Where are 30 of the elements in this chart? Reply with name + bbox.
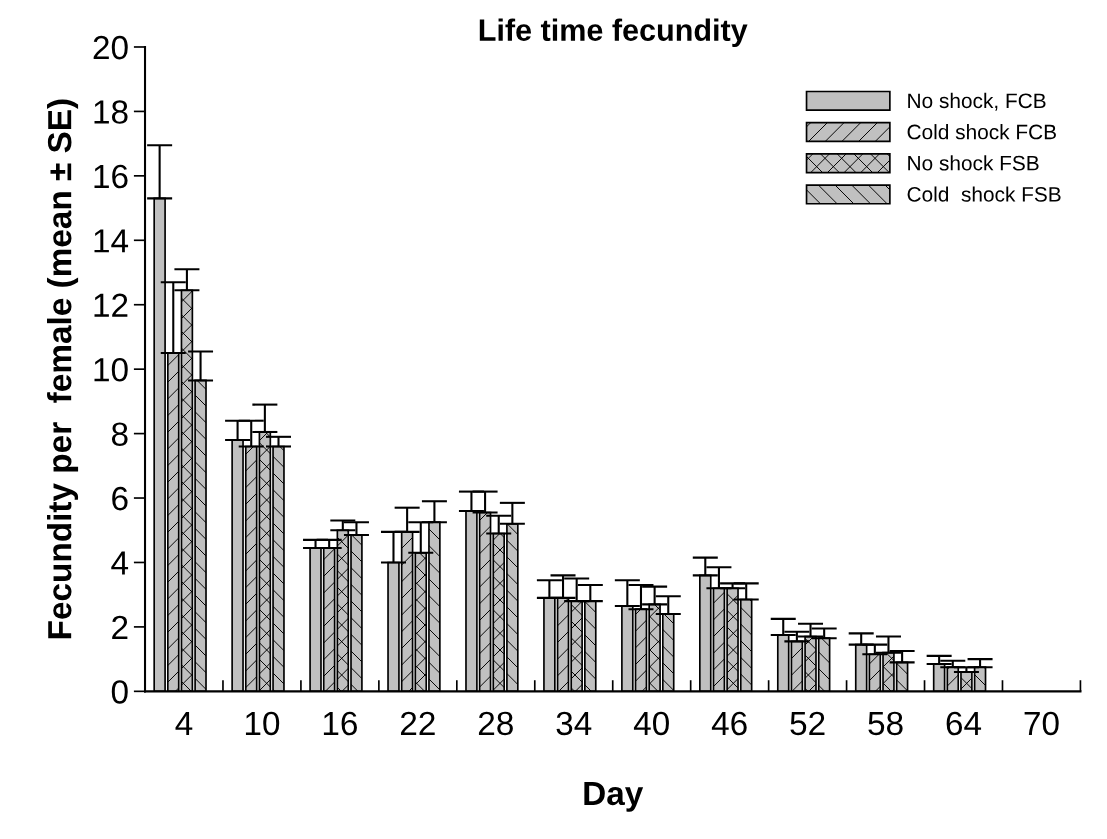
- y-tick-label: 16: [94, 164, 128, 189]
- chart-title: Life time fecundity: [479, 18, 748, 47]
- x-tick-label: 34: [556, 711, 592, 736]
- y-tick-label: 20: [93, 35, 128, 60]
- y-tick-label: 18: [94, 100, 128, 124]
- x-tick-label: 46: [711, 711, 747, 736]
- y-tick-label: 10: [94, 357, 128, 382]
- y-tick-label: 14: [94, 229, 129, 253]
- y-tick-label: 6: [112, 486, 128, 511]
- y-tick-label: 8: [111, 422, 128, 446]
- x-tick-label: 16: [323, 711, 357, 736]
- legend-label: Cold shock FCB: [907, 124, 1056, 140]
- legend-label: No shock, FCB: [908, 92, 1046, 111]
- y-tick-label: 4: [111, 551, 129, 575]
- x-tick-label: 58: [868, 711, 903, 736]
- x-tick-label: 4: [175, 712, 193, 735]
- y-tick-label: 0: [111, 680, 128, 704]
- legend-label: No shock FSB: [908, 155, 1039, 171]
- x-tick-label: 52: [790, 711, 825, 736]
- y-tick-label: 2: [112, 615, 128, 639]
- y-tick-label: 12: [94, 293, 128, 317]
- x-tick-label: 64: [946, 711, 982, 736]
- x-tick-label: 40: [633, 711, 669, 736]
- legend-label: Cold shock FSB: [907, 186, 1061, 202]
- x-tick-label: 22: [400, 711, 435, 735]
- y-axis-title: Fecundity per female (mean ± SE): [47, 99, 79, 639]
- x-tick-label: 10: [245, 711, 280, 736]
- x-axis-title: Day: [584, 781, 644, 812]
- x-tick-label: 70: [1024, 711, 1059, 736]
- x-tick-label: 28: [478, 711, 513, 736]
